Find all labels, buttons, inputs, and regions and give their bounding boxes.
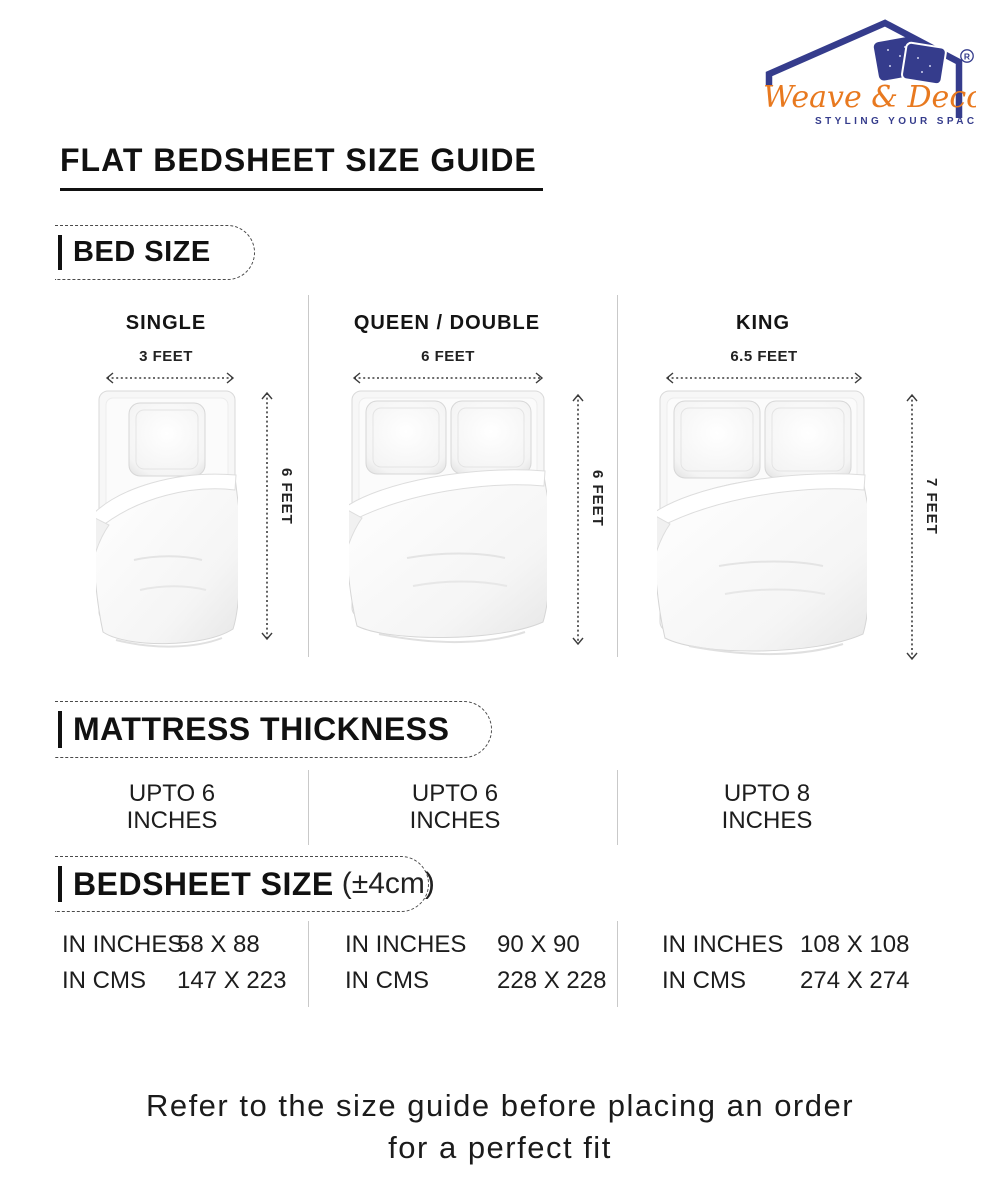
house-roof-icon — [765, 19, 963, 118]
bed-illustration-single — [96, 390, 238, 648]
sheet-cms-label-queen: IN CMS — [345, 967, 429, 994]
width-label-king: 6.5 FEET — [730, 348, 798, 365]
width-arrow-king — [665, 372, 863, 384]
column-divider — [308, 295, 309, 657]
bedsheet-size-label: BEDSHEET SIZE — [73, 865, 334, 902]
mattress-thickness-label: MATTRESS THICKNESS — [73, 711, 450, 747]
sheet-cms-value-king: 274 X 274 — [800, 967, 910, 994]
section-header-mattress-thickness: MATTRESS THICKNESS — [55, 701, 492, 758]
sheet-cms-label-king: IN CMS — [662, 967, 746, 994]
column-name-king: KING — [736, 312, 790, 334]
height-label-single: 6 FEET — [278, 468, 295, 525]
mattress-thickness-line1: UPTO 6 — [128, 780, 216, 807]
width-arrow-queen — [352, 372, 544, 384]
sheet-inches-value-king: 108 X 108 — [800, 931, 910, 958]
brand-name: Weave & Decor — [763, 80, 976, 115]
sheet-cms-value-single: 147 X 223 — [177, 967, 287, 994]
mattress-thickness-king: UPTO 8 INCHES — [655, 780, 879, 834]
mattress-thickness-queen: UPTO 6 INCHES — [343, 780, 567, 834]
mattress-thickness-single: UPTO 6 INCHES — [60, 780, 284, 834]
height-label-queen: 6 FEET — [589, 470, 606, 527]
bed-illustration-queen-double — [349, 390, 547, 644]
sheet-cms-value-queen: 228 X 228 — [497, 967, 607, 994]
sheet-inches-value-queen: 90 X 90 — [497, 931, 580, 958]
width-label-queen: 6 FEET — [421, 348, 475, 365]
section-header-bed-size: BED SIZE — [55, 225, 255, 280]
svg-text:R: R — [964, 52, 970, 62]
width-arrow-single — [105, 372, 235, 384]
column-divider — [617, 921, 618, 1007]
mattress-thickness-line2: INCHES — [409, 807, 501, 834]
sheet-inches-label-king: IN INCHES — [662, 931, 784, 958]
width-label-single: 3 FEET — [139, 348, 193, 365]
column-divider — [617, 295, 618, 657]
height-label-king: 7 FEET — [923, 478, 940, 535]
column-divider — [617, 770, 618, 845]
section-header-bedsheet-size: BEDSHEET SIZE (±4cm) — [55, 856, 435, 912]
mattress-thickness-line1: UPTO 6 — [411, 780, 499, 807]
bed-size-label: BED SIZE — [73, 236, 211, 268]
height-arrow-king — [906, 393, 918, 661]
height-arrow-single — [261, 391, 273, 641]
page-title: FLAT BEDSHEET SIZE GUIDE — [60, 142, 543, 191]
footer-note-line1: Refer to the size guide before placing a… — [145, 1088, 855, 1123]
registered-trademark-icon: R — [960, 49, 974, 63]
height-arrow-queen — [572, 393, 584, 646]
sheet-inches-value-single: 58 X 88 — [177, 931, 260, 958]
sheet-inches-label-single: IN INCHES — [62, 931, 184, 958]
mattress-thickness-line2: INCHES — [721, 807, 813, 834]
column-divider — [308, 770, 309, 845]
sheet-inches-label-queen: IN INCHES — [345, 931, 467, 958]
bedsheet-size-tolerance: (±4cm) — [341, 867, 435, 900]
footer-note-line2: for a perfect fit — [388, 1130, 612, 1165]
bed-illustration-king — [657, 390, 867, 656]
sheet-cms-label-single: IN CMS — [62, 967, 146, 994]
column-name-single: SINGLE — [125, 312, 207, 334]
pillows-icon — [873, 36, 947, 86]
mattress-thickness-line2: INCHES — [126, 807, 218, 834]
brand-tagline: STYLING YOUR SPACE — [815, 116, 976, 127]
mattress-thickness-line1: UPTO 8 — [723, 780, 811, 807]
brand-logo: R Weave & Decor STYLING YOUR SPACE — [763, 19, 976, 127]
column-divider — [308, 921, 309, 1007]
column-name-queen-double: QUEEN / DOUBLE — [353, 312, 541, 334]
